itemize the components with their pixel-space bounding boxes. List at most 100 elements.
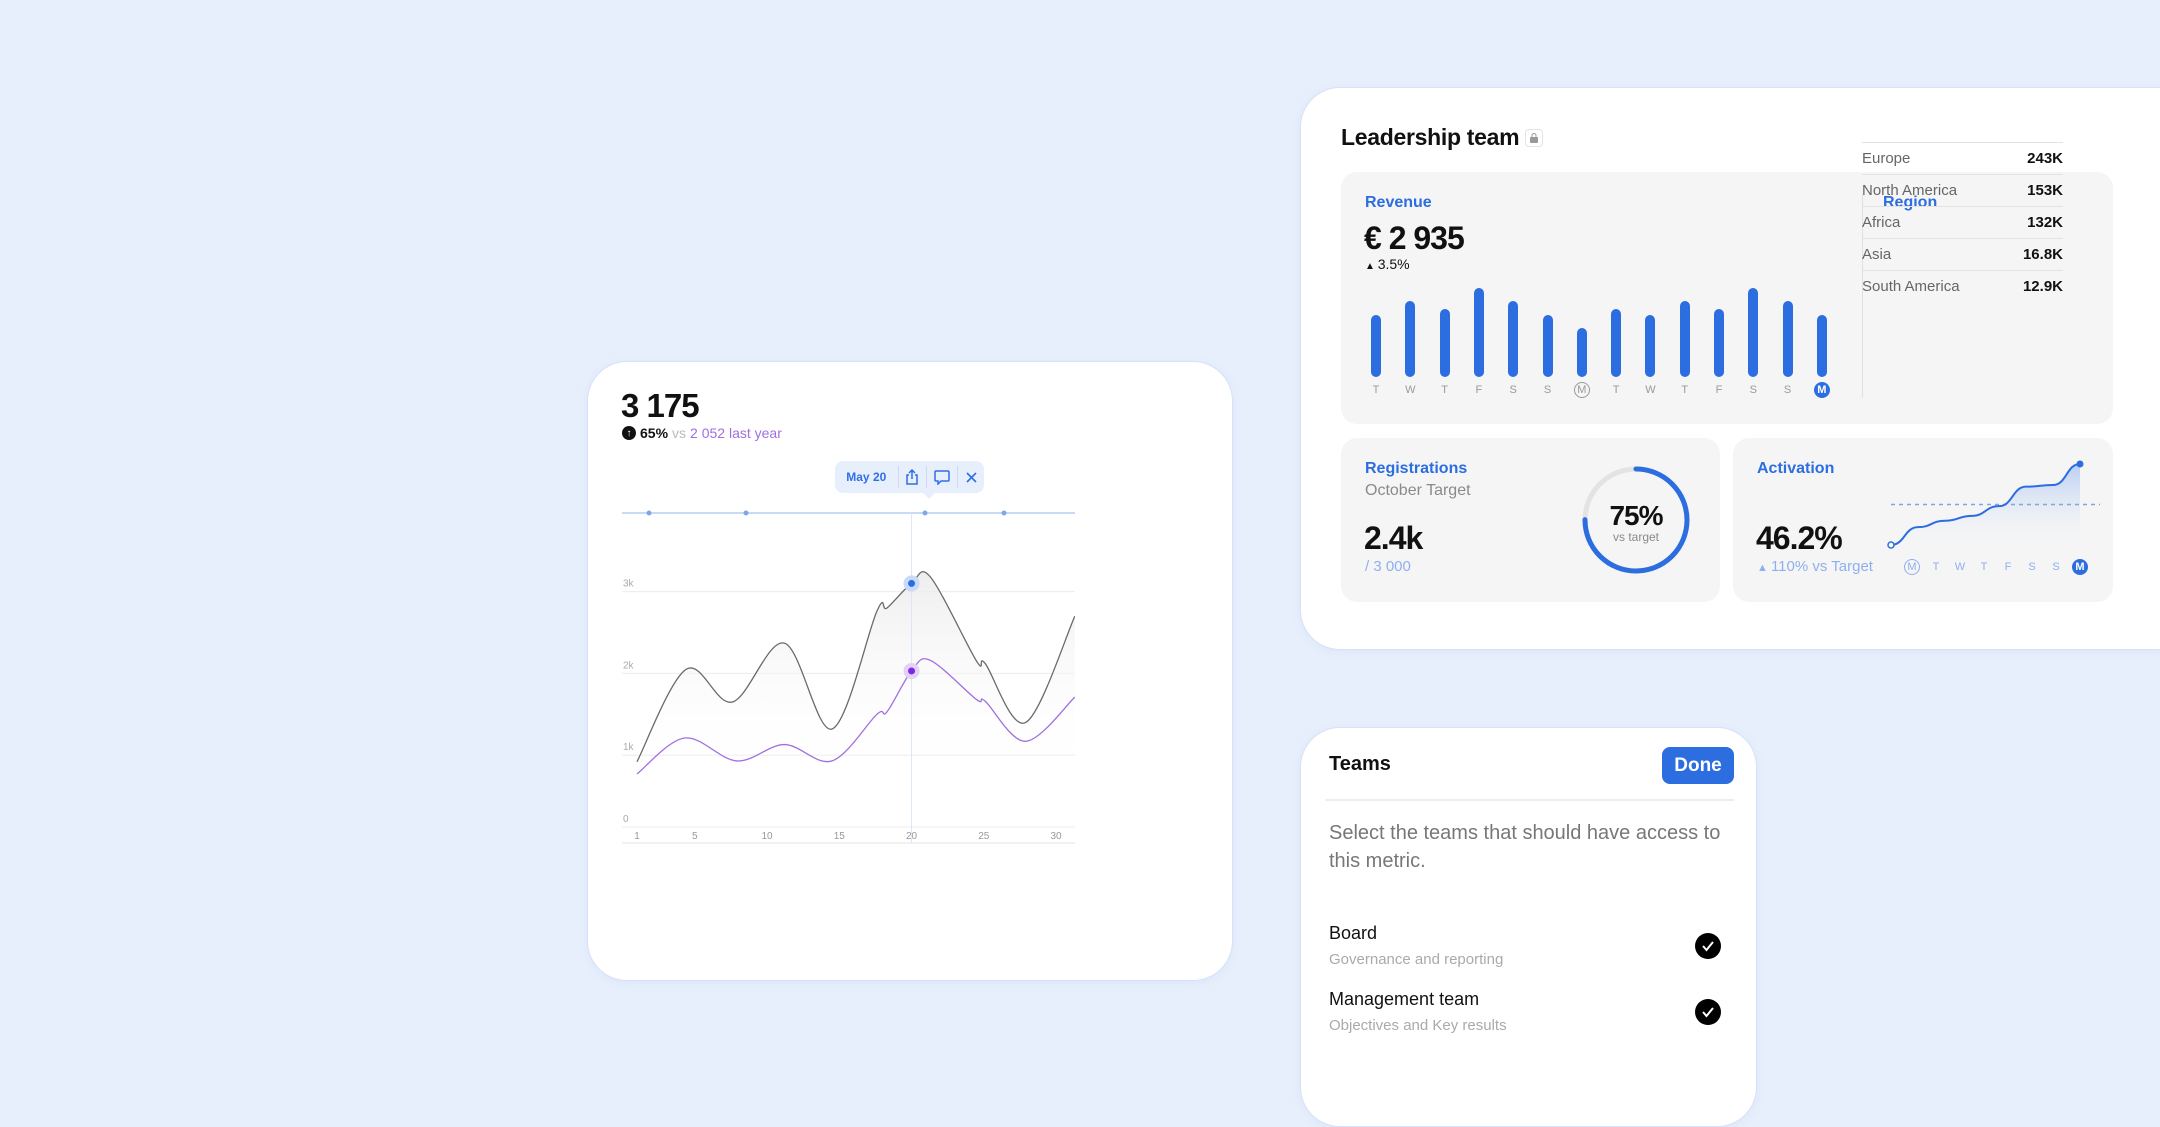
sparkline-day-label: S [2052,561,2060,573]
x-tick-label: 10 [761,831,773,842]
ring-sub: vs target [1612,530,1660,544]
bar-day-label: S [1749,384,1757,396]
revenue-label: Revenue [1365,194,1432,211]
team-item-board[interactable]: Board Governance and reporting [1329,923,1729,973]
x-tick-label: 30 [1050,831,1062,842]
revenue-change-value: 3.5% [1377,256,1410,272]
activation-label: Activation [1757,460,1835,477]
bar-day-label: F [1715,384,1723,396]
close-icon[interactable] [958,461,984,493]
dialog-title: Teams [1329,753,1391,775]
done-button[interactable]: Done [1662,747,1734,784]
region-name: North America [1862,182,1958,199]
sparkline-day-label: S [2028,561,2036,573]
series-current-line[interactable] [636,571,1075,763]
y-tick-label: 0 [623,814,629,825]
x-tick-label: 15 [834,831,846,842]
team-name: Board [1329,923,1378,943]
date-tooltip: May 20 [835,461,984,499]
bar-day-label: F [1475,384,1483,396]
sparkline-start-point [1887,541,1895,549]
region-value: 16.8K [2022,246,2063,263]
region-row: Asia 16.8K [1862,238,2063,270]
revenue-change: ▲ 3.5% [1365,256,1410,272]
divider [1325,799,1734,801]
sparkline-area [1891,464,2080,550]
metric-value: 3 175 [621,387,700,424]
bar-day-label: S [1543,384,1552,396]
area-fill [637,571,1075,780]
range-marker[interactable] [743,510,749,516]
revenue-bar[interactable] [1542,315,1553,377]
bar-day-label: T [1681,384,1689,396]
bar-day-label: S [1509,384,1517,396]
revenue-bar[interactable] [1748,288,1759,377]
lock-icon [1525,129,1543,147]
region-row: North America 153K [1862,174,2063,206]
sparkline-day-label: F [2004,561,2012,573]
revenue-bar[interactable] [1473,288,1484,377]
ring-percent: 75% [1609,500,1663,531]
share-icon[interactable] [899,461,927,493]
bar-day-label: S [1783,384,1792,396]
revenue-value: € 2 935 [1364,220,1465,256]
sparkline-day-label: M [2072,559,2088,575]
last-year-point[interactable] [908,667,916,675]
bar-day-label: M [1573,382,1590,398]
checkmark-icon[interactable] [1695,999,1721,1025]
vs-label: vs [672,425,687,441]
panel-divider [1862,194,1863,398]
dialog-description: Select the teams that should have access… [1329,822,1721,872]
revenue-bar[interactable] [1611,309,1622,377]
comment-icon[interactable] [927,461,957,493]
registrations-target: / 3 000 [1365,558,1411,575]
revenue-bar[interactable] [1508,301,1519,377]
registrations-panel[interactable]: Registrations October Target 2.4k / 3 00… [1341,438,1720,602]
arrow-up-circle-icon: ↑ [622,426,636,440]
range-marker[interactable] [1001,510,1007,516]
series-last-year-line[interactable] [636,658,1075,775]
y-tick-label: 1k [623,742,635,753]
bar-day-label: W [1405,384,1416,396]
range-marker[interactable] [922,510,928,516]
ring-progress [1582,466,1690,574]
metric-comparison: ↑ 65% vs 2 052 last year [622,425,782,441]
last-year-value: 2 052 last year [690,425,782,441]
team-sub: Objectives and Key results [1329,1017,1507,1034]
leadership-card: Leadership team Revenue € 2 935 ▲ 3.5% T… [1300,87,2160,650]
triangle-up-icon: ▲ [1757,562,1771,574]
x-tick-label: 1 [634,831,640,842]
team-sub: Governance and reporting [1329,951,1504,968]
revenue-bar[interactable] [1679,301,1690,377]
revenue-bar[interactable] [1576,328,1587,377]
revenue-bar[interactable] [1645,315,1656,377]
region-name: South America [1862,278,1960,295]
region-row: Africa 132K [1862,206,2063,238]
region-name: Asia [1862,246,1892,263]
registrations-sub: October Target [1365,482,1471,499]
current-point[interactable] [908,579,916,587]
revenue-bar[interactable] [1405,301,1416,377]
revenue-bar[interactable] [1439,309,1450,377]
revenue-bar[interactable] [1782,301,1793,377]
sparkline-day-label: T [1932,561,1940,573]
team-item-management[interactable]: Management team Objectives and Key resul… [1329,989,1729,1039]
y-tick-label: 3k [623,579,635,590]
region-row: South America 12.9K [1862,270,2063,302]
region-value: 132K [2027,214,2063,231]
sparkline-line [1890,463,2081,546]
region-value: 153K [2027,182,2063,199]
revenue-bar[interactable] [1816,315,1827,377]
sparkline-day-label: M [1904,559,1920,575]
x-tick-label: 25 [978,831,990,842]
revenue-bar[interactable] [1371,315,1381,377]
revenue-bar[interactable] [1714,309,1724,377]
checkmark-icon[interactable] [1695,933,1721,959]
range-marker[interactable] [646,510,652,516]
change-percent: 65% [640,425,669,441]
tooltip-date: May 20 [846,470,887,484]
team-name: Management team [1329,989,1480,1009]
